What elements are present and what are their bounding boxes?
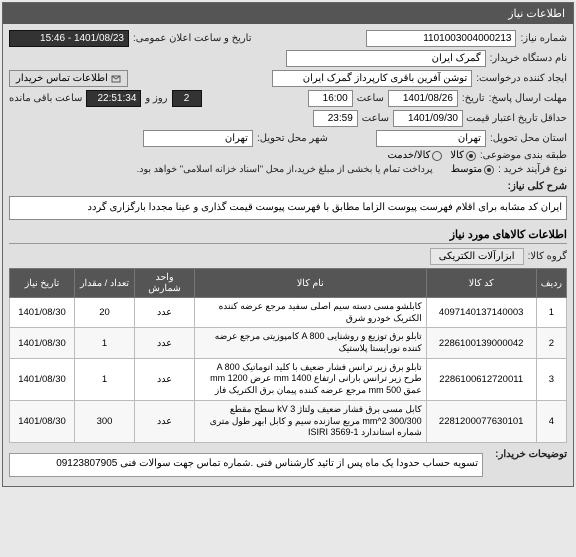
table-cell: 4097140137140003 — [426, 298, 536, 328]
table-header: نام کالا — [195, 269, 427, 298]
remain-days-field: 2 — [172, 90, 202, 107]
description-box: ایران کد مشابه برای اقلام فهرست پیوست ال… — [9, 196, 567, 220]
items-section-title: اطلاعات کالاهای مورد نیاز — [9, 224, 567, 244]
contact-button-label: اطلاعات تماس خریدار — [16, 73, 108, 84]
validity-date-field: 1401/09/30 — [393, 110, 463, 127]
requester-field: توشن آفرین باقری کارپرداز گمرک ایران — [272, 70, 472, 87]
until-label: تاریخ: — [462, 93, 485, 104]
need-no-field: 1101003004000213 — [366, 30, 516, 47]
table-row[interactable]: 32286100612720011تابلو برق زیر ترانس فشا… — [10, 358, 567, 400]
table-cell: عدد — [135, 298, 195, 328]
radio-medium[interactable]: متوسط — [451, 164, 494, 175]
table-cell: 1 — [75, 328, 135, 358]
table-header: ردیف — [536, 269, 566, 298]
table-cell: 300 — [75, 400, 135, 442]
table-cell: 3 — [536, 358, 566, 400]
table-cell: 20 — [75, 298, 135, 328]
need-info-panel: اطلاعات نیاز شماره نیاز: 110100300400021… — [2, 2, 574, 487]
table-cell: عدد — [135, 358, 195, 400]
radio-dot-icon — [484, 165, 494, 175]
table-cell: عدد — [135, 328, 195, 358]
category-radio-group: کالا کالا/خدمت — [387, 150, 475, 161]
table-header: کد کالا — [426, 269, 536, 298]
radio-medium-label: متوسط — [451, 164, 482, 175]
time-label-1: ساعت — [357, 93, 384, 104]
buyer-field: گمرک ایران — [286, 50, 486, 67]
process-note: پرداخت تمام یا بخشی از مبلغ خرید،از محل … — [137, 164, 433, 175]
table-cell: 4 — [536, 400, 566, 442]
group-badge: ابزارآلات الکتریکی — [430, 248, 524, 265]
contact-icon — [111, 74, 121, 84]
items-table: ردیفکد کالانام کالاواحد شمارشتعداد / مقد… — [9, 268, 567, 443]
announce-label: تاریخ و ساعت اعلان عمومی: — [133, 33, 252, 44]
table-header: تاریخ نیاز — [10, 269, 75, 298]
table-cell: 2286100139000042 — [426, 328, 536, 358]
group-label: گروه کالا: — [528, 251, 567, 262]
table-cell: 1401/08/30 — [10, 358, 75, 400]
table-row[interactable]: 14097140137140003کابلشو مسی دسته سیم اصل… — [10, 298, 567, 328]
validity-label: حداقل تاریخ اعتبار قیمت تا تاریخ: — [467, 113, 567, 124]
deadline-time-field: 16:00 — [308, 90, 353, 107]
table-cell: تابلو برق زیر ترانس فشار ضعیف با کلید ات… — [195, 358, 427, 400]
table-cell: 1 — [75, 358, 135, 400]
time-label-2: ساعت — [362, 113, 389, 124]
radio-dot-icon — [466, 151, 476, 161]
table-row[interactable]: 42281200077630101کابل مسی برق فشار ضعیف … — [10, 400, 567, 442]
contact-button[interactable]: اطلاعات تماس خریدار — [9, 70, 128, 87]
radio-dot-icon — [432, 151, 442, 161]
table-header: واحد شمارش — [135, 269, 195, 298]
table-cell: تابلو برق توزیع و روشنایی A 800 کامپوزیت… — [195, 328, 427, 358]
process-radio-group: متوسط — [451, 164, 494, 175]
table-cell: 1401/08/30 — [10, 298, 75, 328]
need-no-label: شماره نیاز: — [520, 33, 567, 44]
city-label: شهر محل تحویل: — [257, 133, 328, 144]
radio-goods-label: کالا — [450, 150, 464, 161]
table-cell: 1401/08/30 — [10, 328, 75, 358]
radio-service[interactable]: کالا/خدمت — [387, 150, 442, 161]
table-header: تعداد / مقدار — [75, 269, 135, 298]
panel-title: اطلاعات نیاز — [3, 3, 573, 24]
description-label: شرح کلی نیاز: — [508, 181, 567, 192]
validity-time-field: 23:59 — [313, 110, 358, 127]
form-area: شماره نیاز: 1101003004000213 تاریخ و ساع… — [3, 24, 573, 486]
table-cell: عدد — [135, 400, 195, 442]
radio-service-label: کالا/خدمت — [387, 150, 430, 161]
city-field: تهران — [143, 130, 253, 147]
requester-label: ایجاد کننده درخواست: — [476, 73, 567, 84]
deadline-label: مهلت ارسال پاسخ: — [489, 93, 567, 104]
day-and-label: روز و — [145, 93, 167, 104]
table-cell: 2281200077630101 — [426, 400, 536, 442]
province-label: استان محل تحویل: — [490, 133, 567, 144]
process-label: نوع فرآیند خرید : — [498, 164, 567, 175]
table-cell: کابل مسی برق فشار ضعیف ولتاژ kV 3 سطح مق… — [195, 400, 427, 442]
remain-suffix: ساعت باقی مانده — [9, 93, 82, 104]
notes-box: تسویه حساب حدودا یک ماه پس از تائید کارش… — [9, 453, 483, 477]
table-cell: 2286100612720011 — [426, 358, 536, 400]
table-row[interactable]: 22286100139000042تابلو برق توزیع و روشنا… — [10, 328, 567, 358]
announce-field: 1401/08/23 - 15:46 — [9, 30, 129, 47]
province-field: تهران — [376, 130, 486, 147]
remain-time-field: 22:51:34 — [86, 90, 141, 107]
category-label: طبقه بندی موضوعی: — [480, 150, 567, 161]
table-cell: کابلشو مسی دسته سیم اصلی سفید مرجع عرضه … — [195, 298, 427, 328]
table-cell: 1401/08/30 — [10, 400, 75, 442]
notes-label: توضیحات خریدار: — [487, 449, 567, 460]
table-cell: 2 — [536, 328, 566, 358]
deadline-date-field: 1401/08/26 — [388, 90, 458, 107]
radio-goods[interactable]: کالا — [450, 150, 476, 161]
buyer-label: نام دستگاه خریدار: — [490, 53, 567, 64]
table-cell: 1 — [536, 298, 566, 328]
